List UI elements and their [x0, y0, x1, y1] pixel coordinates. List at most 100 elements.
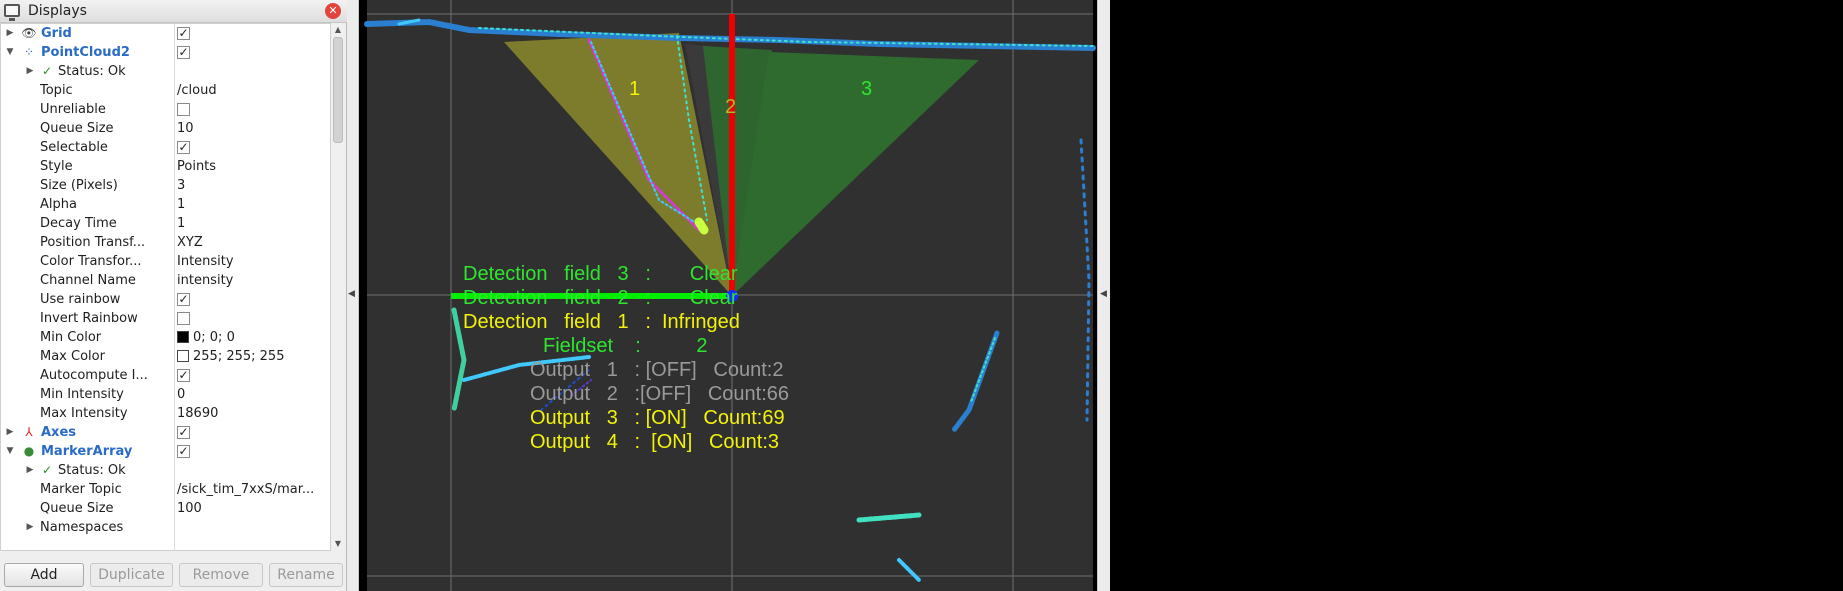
tree-row-label: PointCloud2 — [41, 45, 130, 60]
display-tree[interactable]: ▶ 👁 Grid ✓ ▼ ⁘ PointCloud2 ✓ ▶ ✓ Status: Ok Topic/c… — [0, 23, 331, 551]
tree-row[interactable]: Max Intensity 18690 — [1, 404, 330, 423]
tree-row-value[interactable]: Intensity — [177, 252, 327, 271]
tree-row-value[interactable]: /cloud — [177, 81, 327, 100]
color-swatch[interactable] — [177, 331, 189, 343]
tree-row[interactable]: Unreliable — [1, 100, 330, 119]
enable-checkbox[interactable]: ✓ — [177, 292, 190, 306]
rename-button[interactable]: Rename — [269, 563, 343, 587]
duplicate-button[interactable]: Duplicate — [90, 563, 173, 587]
tree-row-value[interactable]: 1 — [177, 195, 327, 214]
tree-row[interactable]: ▶ ⅄ Axes ✓ — [1, 423, 330, 442]
tree-row[interactable]: ▶ ✓ Status: Ok — [1, 62, 330, 81]
collapse-arrow-icon[interactable]: ▼ — [6, 47, 14, 57]
tree-row-value-text: 10 — [177, 121, 194, 136]
tree-row[interactable]: Topic/cloud — [1, 81, 330, 100]
panel-title: Displays — [28, 3, 87, 19]
tree-row[interactable]: Autocompute I... ✓ — [1, 366, 330, 385]
expand-arrow-icon[interactable]: ▶ — [6, 28, 14, 38]
view-splitter[interactable]: ◀ — [1097, 0, 1110, 591]
tree-row[interactable]: Channel Name intensity — [1, 271, 330, 290]
add-button[interactable]: Add — [4, 563, 84, 587]
tree-row-value[interactable]: 100 — [177, 499, 327, 518]
tree-row[interactable]: Decay Time 1 — [1, 214, 330, 233]
tree-scrollbar[interactable]: ▲ ▼ — [331, 23, 345, 551]
tree-row-value[interactable]: /sick_tim_7xxS/mar... — [177, 480, 327, 499]
enable-checkbox[interactable]: ✓ — [177, 45, 190, 59]
tree-row-label: Queue Size — [40, 121, 114, 136]
expand-arrow-icon[interactable]: ▶ — [26, 465, 34, 475]
tree-row[interactable]: Marker Topic/sick_tim_7xxS/mar... — [1, 480, 330, 499]
pointcloud-icon: ⁘ — [23, 45, 35, 59]
tree-row[interactable]: ▼ ● MarkerArray ✓ — [1, 442, 330, 461]
tree-row[interactable]: Use rainbow ✓ — [1, 290, 330, 309]
tree-row-value-text: 0 — [177, 387, 186, 402]
tree-row-label: Min Intensity — [40, 387, 124, 402]
tree-row-value[interactable]: 255; 255; 255 — [177, 347, 327, 366]
tree-row[interactable]: Max Color 255; 255; 255 — [1, 347, 330, 366]
tree-row[interactable]: ▶ 👁 Grid ✓ — [1, 24, 330, 43]
tree-row[interactable]: ▼ ⁘ PointCloud2 ✓ — [1, 43, 330, 62]
tree-row-label: Queue Size — [40, 501, 114, 516]
tree-row-value[interactable]: 3 — [177, 176, 327, 195]
tree-row-label: Axes — [41, 425, 77, 440]
remove-button[interactable]: Remove — [179, 563, 263, 587]
tree-row[interactable]: Alpha 1 — [1, 195, 330, 214]
tree-row-value[interactable]: 18690 — [177, 404, 327, 423]
tree-row-value-text: /cloud — [177, 83, 217, 98]
tree-row-label: MarkerArray — [41, 444, 133, 459]
scroll-down-arrow-icon[interactable]: ▼ — [334, 539, 342, 548]
color-swatch[interactable] — [177, 350, 189, 362]
enable-checkbox[interactable]: ✓ — [177, 26, 190, 40]
panel-splitter[interactable]: ◀ — [347, 0, 359, 591]
tree-row-value-text: XYZ — [177, 235, 203, 250]
tree-row-value[interactable]: 0; 0; 0 — [177, 328, 327, 347]
expand-arrow-icon[interactable]: ▶ — [26, 66, 34, 76]
enable-checkbox[interactable]: ✓ — [177, 140, 190, 154]
tree-row-value-text: 3 — [177, 178, 186, 193]
tree-row-label: Unreliable — [40, 102, 106, 117]
tree-row[interactable]: ▶ ✓ Status: Ok — [1, 461, 330, 480]
expand-arrow-icon[interactable]: ▶ — [6, 427, 14, 437]
render-view[interactable]: 1 2 3 Detection field 3 : Clear Detection… — [359, 0, 1110, 591]
tree-row-label: Channel Name — [40, 273, 136, 288]
enable-checkbox[interactable]: ✓ — [177, 368, 190, 382]
scroll-thumb[interactable] — [333, 37, 343, 143]
tree-row-value-text: 0; 0; 0 — [193, 330, 235, 345]
tree-row[interactable]: Style Points — [1, 157, 330, 176]
scroll-up-arrow-icon[interactable]: ▲ — [334, 25, 342, 34]
column-divider[interactable] — [174, 24, 175, 550]
tree-row[interactable]: ▶ Namespaces — [1, 518, 330, 537]
tree-row[interactable]: Position Transf... XYZ — [1, 233, 330, 252]
tree-row-value[interactable]: XYZ — [177, 233, 327, 252]
enable-checkbox[interactable] — [177, 312, 190, 325]
tree-row[interactable]: Queue Size 100 — [1, 499, 330, 518]
enable-checkbox[interactable]: ✓ — [177, 444, 190, 458]
close-icon[interactable]: ✕ — [325, 3, 341, 19]
tree-row[interactable]: Min Intensity 0 — [1, 385, 330, 404]
detection-field-2-fill — [703, 46, 772, 296]
tree-row[interactable]: Min Color 0; 0; 0 — [1, 328, 330, 347]
tree-row[interactable]: Selectable ✓ — [1, 138, 330, 157]
tree-row-value[interactable]: intensity — [177, 271, 327, 290]
check-ok-icon: ✓ — [41, 64, 53, 78]
tree-row[interactable]: Invert Rainbow — [1, 309, 330, 328]
overlay-line: Output 4 : [ON] Count:3 — [530, 431, 780, 453]
tree-row-value[interactable]: 10 — [177, 119, 327, 138]
enable-checkbox[interactable] — [177, 103, 190, 116]
expand-arrow-icon[interactable]: ▶ — [26, 522, 34, 532]
tree-row-value[interactable]: Points — [177, 157, 327, 176]
collapse-arrow-icon[interactable]: ▼ — [6, 446, 14, 456]
tree-row-value[interactable]: 1 — [177, 214, 327, 233]
enable-checkbox[interactable]: ✓ — [177, 425, 190, 439]
collapse-left-icon[interactable]: ◀ — [348, 289, 355, 299]
tree-row-value[interactable]: 0 — [177, 385, 327, 404]
tree-row-value-text: Points — [177, 159, 217, 174]
tree-row[interactable]: Color Transfor... Intensity — [1, 252, 330, 271]
detection-field-1 — [504, 33, 732, 296]
tree-row-label: Topic — [40, 83, 73, 98]
tree-row[interactable]: Size (Pixels) 3 — [1, 176, 330, 195]
field-label-3: 3 — [861, 78, 873, 100]
overlay-line: Detection field 2 : Clear — [463, 287, 738, 309]
collapse-right-icon[interactable]: ◀ — [1100, 289, 1107, 299]
tree-row[interactable]: Queue Size 10 — [1, 119, 330, 138]
